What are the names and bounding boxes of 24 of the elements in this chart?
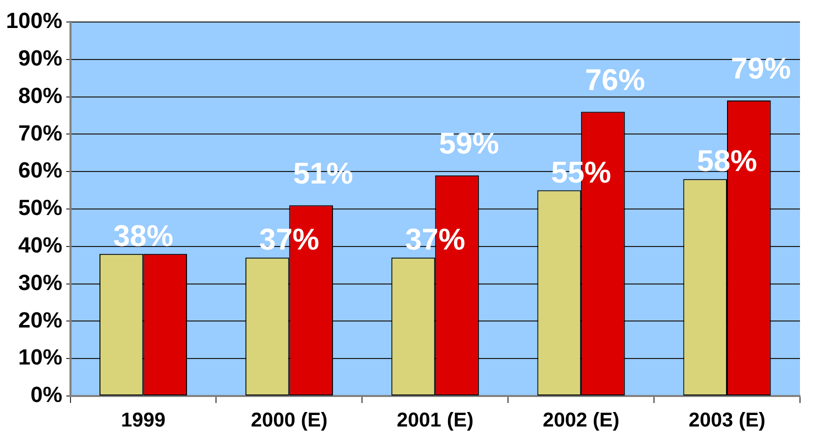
y-tick-label: 50%: [18, 195, 62, 220]
data-label: 58%: [697, 145, 758, 178]
data-label: 38%: [113, 220, 174, 253]
x-tick-label: 2002 (E): [542, 410, 620, 432]
data-label: 37%: [405, 224, 466, 257]
data-label: 55%: [551, 156, 612, 190]
data-label: 79%: [730, 52, 791, 86]
y-tick-label: 30%: [18, 270, 62, 295]
y-tick-label: 60%: [18, 158, 62, 183]
y-tick-label: 0%: [30, 382, 62, 408]
y-tick-label: 80%: [18, 82, 62, 108]
data-label: 37%: [259, 224, 320, 257]
x-tick-label: 2003 (E): [688, 410, 766, 432]
y-tick-label: 20%: [18, 307, 62, 332]
x-tick-label: 2001 (E): [396, 410, 474, 432]
data-label: 76%: [584, 64, 645, 97]
y-tick-label: 40%: [18, 232, 62, 258]
y-tick-label: 90%: [18, 45, 62, 70]
data-label: 59%: [439, 127, 500, 160]
x-tick-label: 1999: [120, 410, 166, 432]
x-tick-label: 2000 (E): [250, 410, 328, 432]
y-tick-label: 100%: [6, 8, 62, 34]
y-tick-label: 70%: [18, 120, 62, 146]
y-tick-label: 10%: [18, 344, 62, 370]
